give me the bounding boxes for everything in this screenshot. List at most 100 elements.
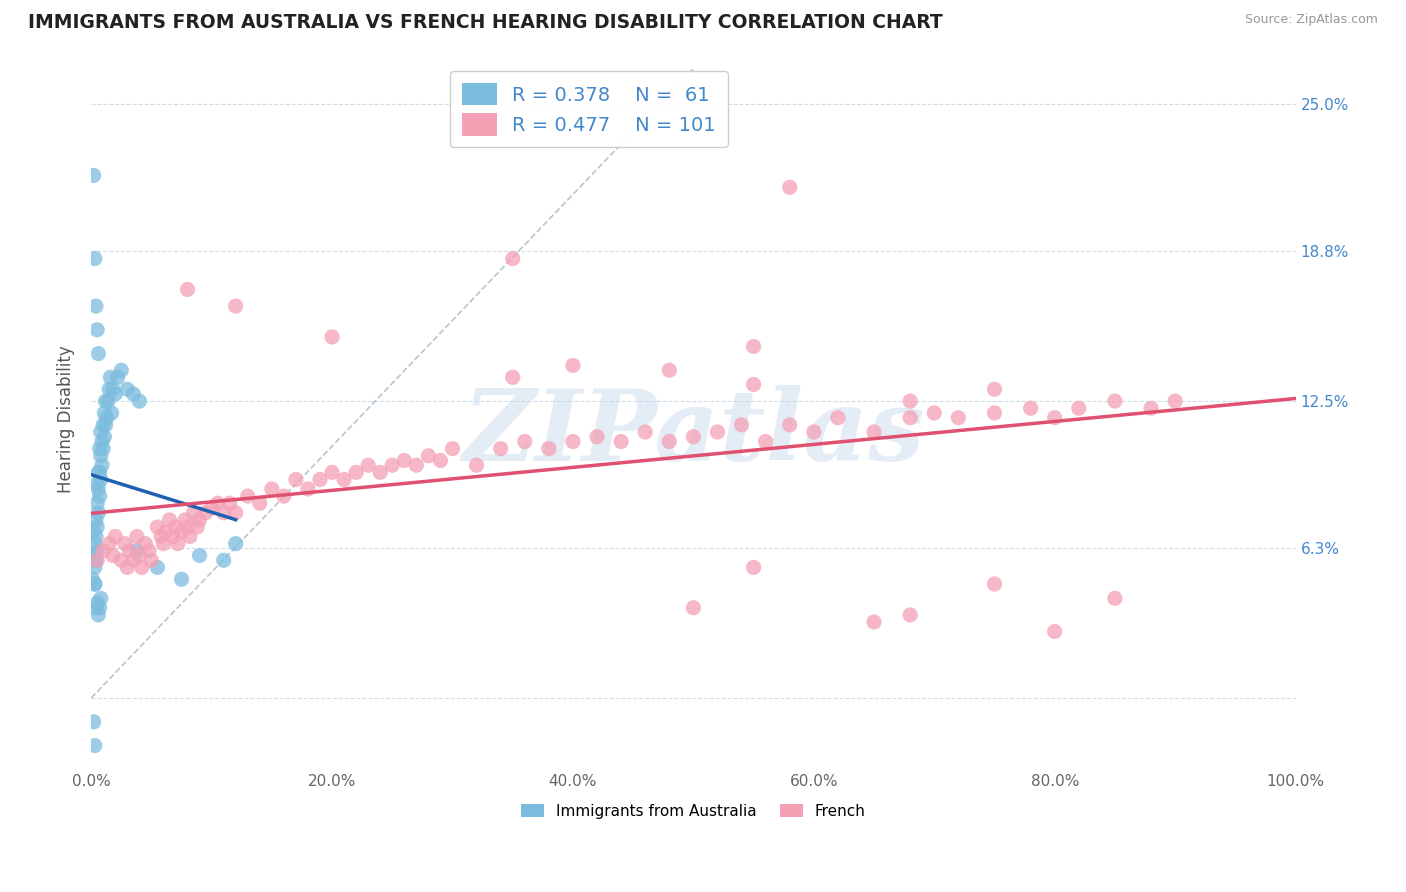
Point [86, 477, 108, 491]
Point [83, 714, 105, 729]
Point [983, 406, 1005, 420]
Point [125, 543, 148, 558]
Point [179, 529, 201, 543]
Point [89, 442, 111, 456]
Point [117, 382, 139, 396]
Point [658, 434, 681, 449]
Point [284, 473, 307, 487]
Point [83, 536, 105, 550]
Point [212, 553, 235, 567]
Point [273, 489, 295, 503]
Point [586, 430, 609, 444]
Point [83, 739, 105, 753]
Point [83, 252, 105, 266]
Point [489, 442, 512, 456]
Point [131, 560, 153, 574]
Point [94, 417, 117, 432]
Point [176, 282, 198, 296]
Point [91, 543, 114, 558]
Point [117, 560, 139, 574]
Point [405, 458, 427, 473]
Point [150, 529, 173, 543]
Point [97, 394, 120, 409]
Point [827, 410, 849, 425]
Point [634, 425, 657, 439]
Legend: Immigrants from Australia, French: Immigrants from Australia, French [515, 797, 872, 825]
Point [1104, 394, 1126, 409]
Point [537, 442, 560, 456]
Point [167, 536, 190, 550]
Point [98, 536, 121, 550]
Point [1164, 394, 1187, 409]
Point [260, 482, 283, 496]
Point [98, 382, 121, 396]
Point [742, 560, 765, 574]
Point [418, 449, 440, 463]
Point [742, 339, 765, 353]
Point [122, 553, 145, 567]
Point [863, 425, 886, 439]
Point [779, 417, 801, 432]
Point [90, 591, 112, 606]
Point [83, 577, 105, 591]
Point [83, 560, 105, 574]
Point [87, 607, 110, 622]
Point [174, 513, 197, 527]
Point [101, 549, 124, 563]
Point [755, 434, 778, 449]
Point [610, 434, 633, 449]
Point [84, 299, 107, 313]
Point [465, 458, 488, 473]
Point [1140, 401, 1163, 416]
Point [170, 572, 193, 586]
Point [104, 529, 127, 543]
Text: Source: ZipAtlas.com: Source: ZipAtlas.com [1244, 13, 1378, 27]
Point [176, 520, 198, 534]
Point [394, 453, 416, 467]
Point [983, 577, 1005, 591]
Point [170, 524, 193, 539]
Point [93, 406, 115, 420]
Point [89, 489, 111, 503]
Point [513, 434, 536, 449]
Point [898, 394, 921, 409]
Point [186, 520, 208, 534]
Point [225, 299, 247, 313]
Y-axis label: Hearing Disability: Hearing Disability [58, 345, 75, 492]
Point [863, 615, 886, 629]
Point [146, 520, 169, 534]
Text: ZIPatlas: ZIPatlas [463, 384, 925, 481]
Point [87, 466, 110, 480]
Point [218, 496, 240, 510]
Point [82, 572, 104, 586]
Point [110, 363, 132, 377]
Point [357, 458, 380, 473]
Point [344, 466, 367, 480]
Point [122, 387, 145, 401]
Point [91, 442, 114, 456]
Point [309, 473, 332, 487]
Point [83, 549, 105, 563]
Point [730, 417, 752, 432]
Point [141, 553, 163, 567]
Point [333, 473, 356, 487]
Point [207, 496, 229, 510]
Point [86, 496, 108, 510]
Point [100, 370, 122, 384]
Point [561, 434, 583, 449]
Point [162, 529, 184, 543]
Point [236, 489, 259, 503]
Point [86, 520, 108, 534]
Point [194, 506, 217, 520]
Point [86, 553, 108, 567]
Point [101, 382, 124, 396]
Point [155, 524, 177, 539]
Point [321, 330, 343, 344]
Point [159, 513, 181, 527]
Point [502, 252, 524, 266]
Point [96, 410, 118, 425]
Point [706, 425, 728, 439]
Point [225, 506, 247, 520]
Point [1019, 401, 1042, 416]
Point [84, 529, 107, 543]
